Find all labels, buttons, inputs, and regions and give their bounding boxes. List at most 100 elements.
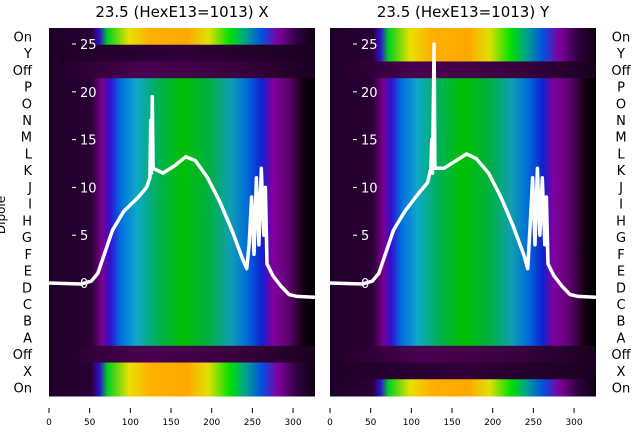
heatmap-row <box>49 362 315 380</box>
heatmap-row <box>49 195 315 213</box>
row-label: On <box>14 382 32 397</box>
row-label: X <box>617 365 626 380</box>
line-y-tick-label: 20 <box>361 86 378 101</box>
row-label: Y <box>23 47 32 62</box>
heatmap-row <box>330 61 596 79</box>
heatmap-row <box>49 245 315 263</box>
heatmap-row <box>330 329 596 347</box>
x-tick-label: 0 <box>327 418 333 428</box>
x-tick-label: 250 <box>525 418 542 428</box>
row-label: P <box>24 81 32 96</box>
row-label: F <box>25 248 32 263</box>
heatmap-row <box>49 379 315 397</box>
heatmap-row <box>49 145 315 163</box>
row-label: On <box>612 382 630 397</box>
heatmap-row <box>330 145 596 163</box>
row-label: K <box>617 164 626 179</box>
row-label: Off <box>611 348 631 363</box>
panel-y: 23.5 (HexE13=1013) Y On Y Off PONMLKJIHGFEDC… <box>327 3 631 428</box>
line-y-tick-label: 10 <box>80 181 97 196</box>
line-y-tick-label: 15 <box>80 134 97 149</box>
line-y-tick-label: 10 <box>361 181 378 196</box>
x-tick-label: 150 <box>443 418 460 428</box>
chart-title: 23.5 (HexE13=1013) Y <box>377 3 550 21</box>
heatmap-row <box>330 94 596 113</box>
heatmap-row <box>330 345 596 364</box>
heatmap-row <box>330 195 596 213</box>
heatmap-row <box>330 295 596 313</box>
x-tick-label: 50 <box>84 418 96 428</box>
x-tick-label: 300 <box>565 418 582 428</box>
heatmap-row <box>49 28 315 46</box>
x-tick-label: 200 <box>484 418 501 428</box>
heatmap-row <box>49 278 315 297</box>
heatmap-row <box>330 212 596 230</box>
row-label: C <box>23 298 32 313</box>
row-label: O <box>22 97 32 112</box>
row-label: F <box>617 248 624 263</box>
line-y-tick-label: 5 <box>361 229 369 244</box>
heatmap-row <box>330 78 596 96</box>
row-label: B <box>617 315 626 330</box>
row-label: E <box>617 265 625 280</box>
heatmap-row <box>330 245 596 263</box>
row-label: J <box>27 181 32 196</box>
heatmap-row <box>330 111 596 129</box>
row-label: On <box>612 30 630 45</box>
x-tick-label: 150 <box>162 418 179 428</box>
row-label: G <box>22 231 32 246</box>
line-y-tick-label: 25 <box>80 38 97 53</box>
row-label: I <box>28 198 32 213</box>
heatmap-row <box>49 295 315 313</box>
heatmap-row <box>330 128 596 146</box>
heatmap-row <box>49 78 315 96</box>
x-tick-label: 200 <box>203 418 220 428</box>
heatmap-row <box>330 379 596 397</box>
x-tick-label: 100 <box>122 418 139 428</box>
line-y-tick-label: 20 <box>80 86 97 101</box>
heatmap-row <box>330 228 596 246</box>
line-y-tick-label: 15 <box>361 134 378 149</box>
row-label: X <box>23 365 32 380</box>
row-label: D <box>616 281 626 296</box>
heatmap-row <box>330 278 596 297</box>
row-label: A <box>617 331 626 346</box>
row-label: D <box>22 281 32 296</box>
row-label: E <box>24 265 32 280</box>
profile-line <box>48 94 316 300</box>
row-label: A <box>23 331 32 346</box>
heatmap-row <box>49 94 315 113</box>
row-label: N <box>22 114 32 129</box>
row-label: L <box>617 147 625 162</box>
row-label: Off <box>611 64 631 79</box>
row-label: O <box>616 97 626 112</box>
heatmap-row <box>49 44 315 62</box>
heatmap-row <box>330 161 596 180</box>
row-label: G <box>616 231 626 246</box>
line-y-tick-label: 5 <box>80 229 88 244</box>
row-label: L <box>25 147 33 162</box>
heatmap-row <box>49 228 315 246</box>
row-label: M <box>615 131 626 146</box>
heatmap-row <box>330 312 596 330</box>
row-label: N <box>616 114 626 129</box>
row-label: K <box>23 164 32 179</box>
panels: 23.5 (HexE13=1013) XOnYOffPONMLKJIHGFEDC… <box>0 3 632 428</box>
row-label: H <box>22 214 32 229</box>
x-tick-label: 300 <box>284 418 301 428</box>
row-label: C <box>616 298 625 313</box>
heatmap-row <box>49 161 315 180</box>
heatmap-row <box>49 312 315 330</box>
profile-line <box>329 42 597 300</box>
panel-x: 23.5 (HexE13=1013) X On Y Off PONMLKJIHGFEDC… <box>0 3 316 428</box>
heatmap-row <box>330 178 596 196</box>
heatmap-row <box>49 111 315 129</box>
heatmap-row <box>49 178 315 196</box>
line-y-tick-label: 25 <box>361 38 378 53</box>
heatmap-row <box>330 44 596 62</box>
x-tick-label: 50 <box>365 418 377 428</box>
heatmap-row <box>330 362 596 380</box>
x-tick-label: 250 <box>244 418 261 428</box>
heatmap-row <box>49 61 315 79</box>
